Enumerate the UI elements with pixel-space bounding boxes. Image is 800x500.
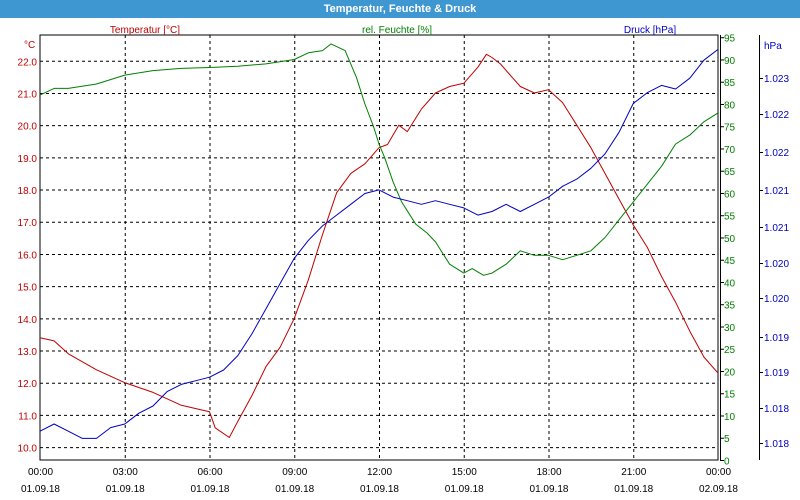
- legend-pressure: Druck [hPa]: [624, 25, 676, 36]
- humidity-tick-label: 75: [724, 123, 736, 134]
- humidity-tick-label: 25: [724, 345, 736, 356]
- x-tick-time: 03:00: [113, 467, 138, 478]
- humidity-tick-label: 90: [724, 56, 736, 67]
- temperature-tick-label: 22.0: [18, 57, 38, 68]
- temperature-tick-label: 13.0: [18, 347, 38, 358]
- x-tick-time: 06:00: [197, 467, 222, 478]
- humidity-tick-label: 20: [724, 367, 736, 378]
- temperature-tick-label: 20.0: [18, 122, 38, 133]
- pressure-tick-label: 1.023: [764, 74, 789, 85]
- pressure-tick-label: 1.020: [764, 259, 789, 270]
- humidity-tick-label: 0: [724, 457, 730, 468]
- humidity-tick-label: 80: [724, 100, 736, 111]
- legend-temperature: Temperatur [°C]: [110, 25, 180, 36]
- legend-humidity: rel. Feuchte [%]: [362, 25, 432, 36]
- humidity-tick-label: 40: [724, 278, 736, 289]
- humidity-tick-label: 30: [724, 323, 736, 334]
- x-tick-time: 00:00: [706, 467, 731, 478]
- x-tick-time: 12:00: [367, 467, 392, 478]
- humidity-tick-label: 55: [724, 212, 736, 223]
- humidity-series-line: [39, 43, 719, 276]
- pressure-tick-label: 1.022: [764, 110, 789, 121]
- temperature-tick-label: 16.0: [18, 250, 38, 261]
- x-tick-time: 09:00: [282, 467, 307, 478]
- humidity-tick-label: 95: [724, 34, 736, 45]
- humidity-tick-label: 10: [724, 412, 736, 423]
- pressure-tick-label: 1.021: [764, 223, 789, 234]
- pressure-tick-label: 1.019: [764, 333, 789, 344]
- pressure-unit: hPa: [764, 41, 782, 52]
- temperature-tick-label: 14.0: [18, 315, 38, 326]
- x-tick-time: 18:00: [536, 467, 561, 478]
- chart-canvas: 00:00 01.09.18 03:00 01.09.18 06:00 01.09.18 0…: [18, 25, 790, 495]
- pressure-tick-label: 1.018: [764, 439, 789, 450]
- x-tick-date: 01.09.18: [614, 484, 653, 495]
- humidity-tick-label: 60: [724, 189, 736, 200]
- humidity-tick-label: 50: [724, 234, 736, 245]
- temperature-tick-label: 12.0: [18, 379, 38, 390]
- x-tick-date: 01.09.18: [530, 484, 569, 495]
- x-tick-time: 15:00: [452, 467, 477, 478]
- pressure-tick-label: 1.018: [764, 404, 789, 415]
- pressure-tick-label: 1.019: [764, 368, 789, 379]
- x-tick-date: 02.09.18: [699, 484, 738, 495]
- x-tick-date: 01.09.18: [21, 484, 60, 495]
- humidity-tick-label: 15: [724, 390, 736, 401]
- x-tick-time: 00:00: [28, 467, 53, 478]
- chart-title: Temperatur, Feuchte & Druck: [0, 0, 800, 18]
- x-tick-date: 01.09.18: [106, 484, 145, 495]
- temperature-tick-label: 21.0: [18, 89, 38, 100]
- temperature-tick-label: 19.0: [18, 154, 38, 165]
- temperature-tick-label: 10.0: [18, 444, 38, 455]
- x-tick-date: 01.09.18: [275, 484, 314, 495]
- humidity-tick-label: 85: [724, 78, 736, 89]
- pressure-tick-label: 1.020: [764, 294, 789, 305]
- humidity-tick-label: 45: [724, 256, 736, 267]
- temperature-tick-label: 11.0: [18, 411, 37, 422]
- humidity-tick-label: 65: [724, 167, 736, 178]
- temperature-tick-label: 17.0: [18, 218, 38, 229]
- x-tick-date: 01.09.18: [191, 484, 230, 495]
- humidity-tick-label: 5: [724, 434, 730, 445]
- temperature-tick-label: 18.0: [18, 186, 38, 197]
- humidity-tick-label: 70: [724, 145, 736, 156]
- pressure-series-line: [39, 49, 719, 439]
- temperature-tick-label: 15.0: [18, 283, 38, 294]
- pressure-tick-label: 1.022: [764, 148, 789, 159]
- x-tick-time: 21:00: [621, 467, 646, 478]
- humidity-tick-label: 35: [724, 301, 736, 312]
- temperature-unit: °C: [24, 40, 35, 51]
- pressure-tick-label: 1.021: [764, 186, 789, 197]
- temperature-series-line: [39, 53, 719, 438]
- x-tick-date: 01.09.18: [360, 484, 399, 495]
- x-tick-date: 01.09.18: [445, 484, 484, 495]
